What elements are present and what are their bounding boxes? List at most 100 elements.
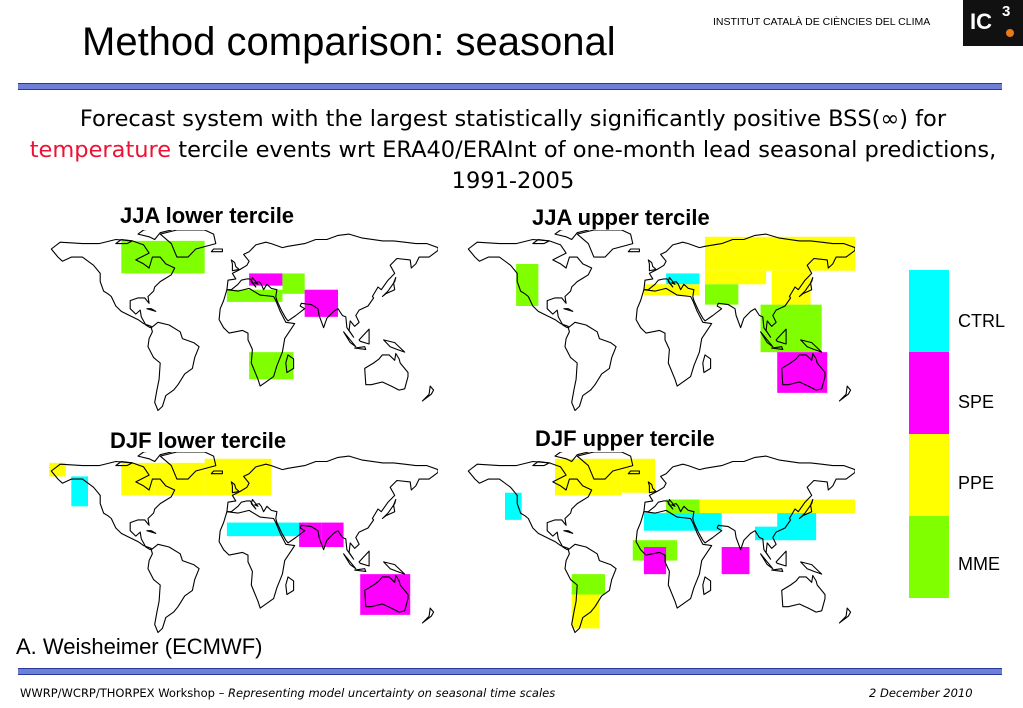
legend-swatch-spe bbox=[909, 352, 949, 434]
region-ctrl bbox=[226, 522, 305, 537]
coastline bbox=[798, 498, 814, 520]
coastline bbox=[635, 287, 713, 387]
world-map bbox=[467, 452, 855, 634]
region-ppe bbox=[699, 499, 855, 514]
region-spe bbox=[360, 574, 411, 615]
coastline bbox=[563, 308, 574, 312]
coastline bbox=[146, 308, 157, 312]
coastline bbox=[285, 354, 295, 374]
legend-swatch-ppe bbox=[909, 434, 949, 516]
legend-label-spe: SPE bbox=[958, 392, 995, 412]
coastline bbox=[159, 452, 217, 480]
subtitle-text: Forecast system with the largest statist… bbox=[79, 106, 947, 132]
coastline bbox=[627, 248, 640, 253]
coastline bbox=[421, 385, 435, 402]
panel-label-djf-lower: DJF lower tercile bbox=[110, 428, 287, 453]
coastline bbox=[781, 352, 826, 391]
coastline bbox=[285, 576, 295, 596]
coastline bbox=[635, 509, 713, 609]
slide-title: Method comparison: seasonal bbox=[82, 20, 616, 64]
footer-workshop: WWRP/WCRP/THORPEX Workshop – Representin… bbox=[20, 686, 555, 700]
region-ppe bbox=[555, 458, 622, 496]
coastline bbox=[147, 543, 200, 634]
coastline bbox=[383, 561, 406, 575]
region-ctrl bbox=[755, 526, 778, 541]
legend-swatch-mme bbox=[909, 516, 949, 598]
ic3-logo: IC 3 bbox=[963, 0, 1023, 46]
region-ctrl bbox=[777, 513, 817, 541]
coastline bbox=[383, 339, 406, 353]
logo-text: IC bbox=[970, 9, 992, 34]
top-divider bbox=[18, 83, 1002, 90]
coastline bbox=[147, 321, 200, 412]
coastline bbox=[226, 233, 438, 338]
coastline bbox=[226, 455, 438, 560]
coastline bbox=[381, 498, 397, 520]
coastline bbox=[702, 576, 712, 596]
coastline bbox=[643, 455, 855, 560]
coastline bbox=[218, 509, 296, 609]
coastline bbox=[354, 346, 367, 350]
panel-label-djf-upper: DJF upper tercile bbox=[535, 426, 715, 451]
coastline bbox=[50, 238, 176, 329]
region-ctrl bbox=[666, 273, 700, 285]
region-ppe bbox=[621, 458, 655, 493]
coastline bbox=[760, 553, 774, 570]
coastline bbox=[564, 543, 617, 634]
slide-subtitle: Forecast system with the largest statist… bbox=[18, 104, 1008, 197]
coastline bbox=[421, 607, 435, 624]
coastline bbox=[218, 287, 296, 387]
region-ctrl bbox=[71, 476, 88, 507]
region-ppe bbox=[705, 236, 855, 271]
coastline bbox=[230, 481, 240, 494]
legend-swatch-ctrl bbox=[909, 270, 949, 352]
coastline bbox=[771, 568, 784, 572]
subtitle-text-end: tercile events wrt ERA40/ERAInt of one-m… bbox=[171, 137, 997, 194]
coastline bbox=[576, 452, 634, 480]
coastline bbox=[760, 331, 774, 348]
footer-workshop-name: WWRP/WCRP/THORPEX Workshop – bbox=[20, 686, 228, 700]
color-legend bbox=[909, 270, 949, 600]
coastline bbox=[343, 553, 357, 570]
region-ppe bbox=[705, 270, 767, 285]
region-spe bbox=[777, 352, 828, 393]
region-mme bbox=[121, 240, 205, 274]
region-spe bbox=[299, 522, 322, 547]
region-mme bbox=[226, 289, 283, 302]
coastline bbox=[775, 550, 787, 567]
coastline bbox=[115, 460, 133, 467]
legend-label-ppe: PPE bbox=[958, 473, 995, 493]
coastline bbox=[137, 452, 172, 463]
coastline bbox=[798, 276, 814, 298]
map-jja-lower bbox=[38, 230, 438, 420]
coastline bbox=[230, 259, 240, 272]
legend-label-mme: MME bbox=[958, 554, 1000, 574]
region-spe bbox=[721, 547, 750, 575]
world-map bbox=[467, 230, 855, 412]
coastline bbox=[354, 568, 367, 572]
region-ctrl bbox=[643, 513, 722, 531]
footer-workshop-theme: Representing model uncertainty on season… bbox=[228, 686, 556, 700]
legend-label-ctrl: CTRL bbox=[958, 311, 1006, 331]
coastline bbox=[647, 481, 657, 494]
region-spe bbox=[643, 547, 667, 575]
coastline bbox=[381, 276, 397, 298]
bottom-divider bbox=[18, 668, 1002, 675]
coastline bbox=[364, 352, 409, 391]
coastline bbox=[532, 460, 550, 467]
coastline bbox=[210, 248, 223, 253]
coastline bbox=[647, 259, 657, 272]
region-ppe bbox=[771, 270, 811, 305]
coastline bbox=[838, 385, 852, 402]
panel-label-jja-upper: JJA upper tercile bbox=[532, 205, 710, 230]
coastline bbox=[800, 339, 823, 353]
coastline bbox=[364, 574, 409, 613]
coastline bbox=[467, 238, 593, 329]
panel-label-jja-lower: JJA lower tercile bbox=[120, 203, 295, 228]
logo-dot-icon bbox=[1006, 29, 1014, 37]
region-ctrl bbox=[505, 492, 522, 520]
coastline bbox=[771, 346, 784, 350]
coastline bbox=[115, 238, 133, 245]
coastline bbox=[627, 470, 640, 475]
coastline bbox=[702, 354, 712, 374]
